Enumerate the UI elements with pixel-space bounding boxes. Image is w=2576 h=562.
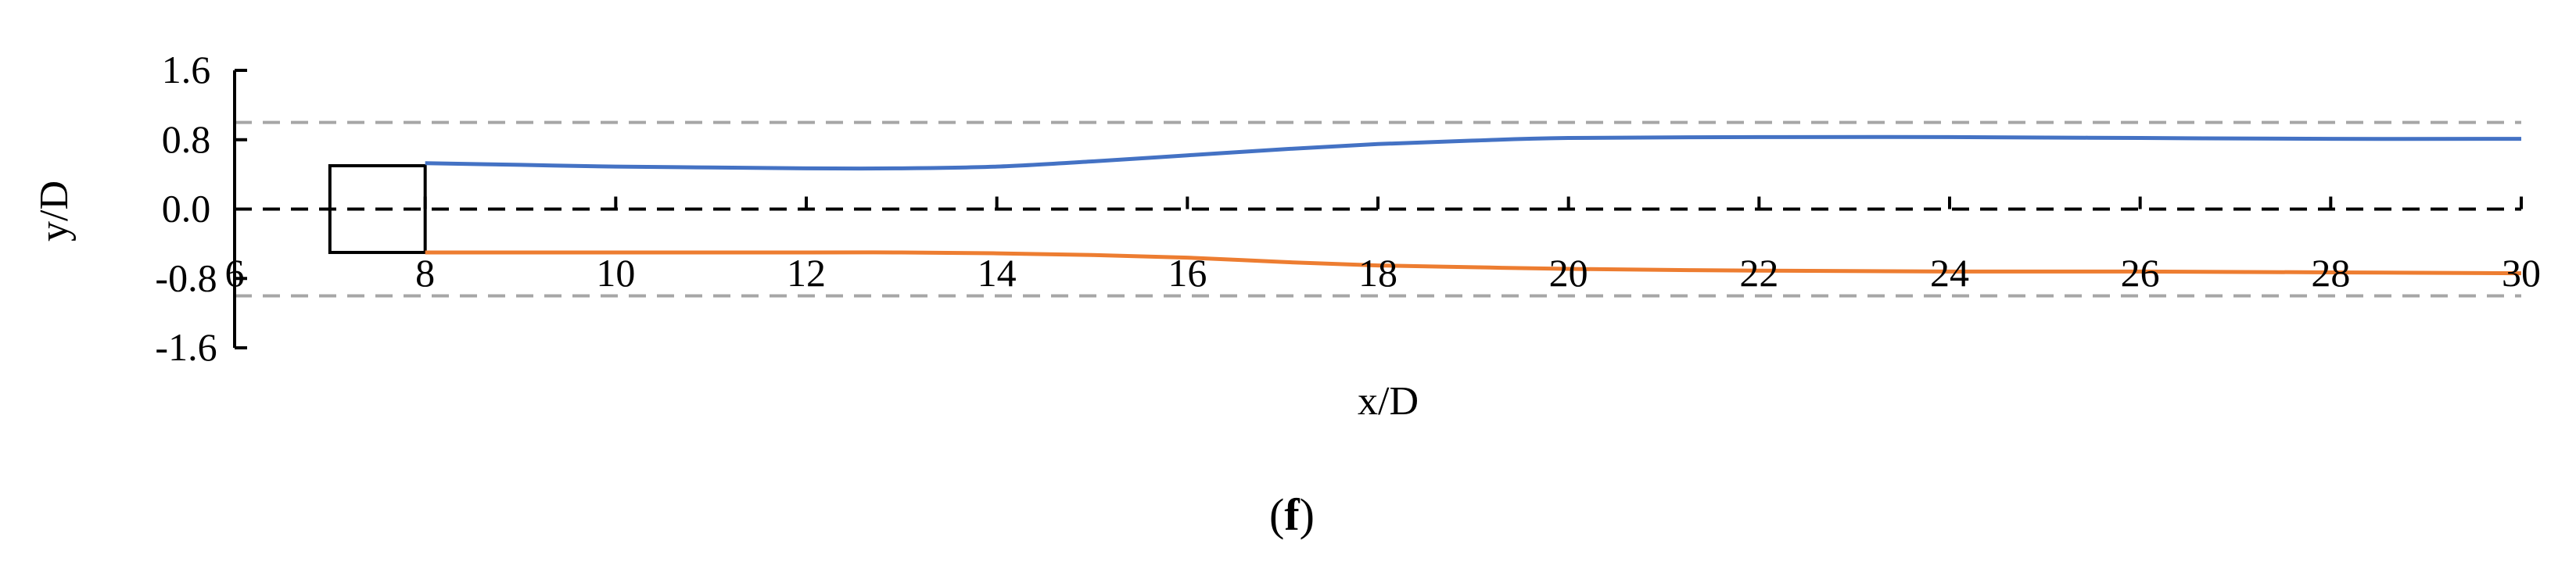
caption-letter: f bbox=[1284, 489, 1300, 540]
figure-caption: (f) bbox=[1269, 489, 1315, 540]
y-tick-label: -0.8 bbox=[155, 256, 217, 299]
x-tick-label: 22 bbox=[1739, 251, 1778, 295]
x-tick-label: 14 bbox=[978, 251, 1017, 295]
x-tick-label: 20 bbox=[1549, 251, 1588, 295]
series-line-1 bbox=[425, 134, 2522, 171]
obstacle-layer bbox=[328, 164, 427, 254]
x-tick-label: 24 bbox=[1930, 251, 1969, 295]
series-line-2 bbox=[425, 250, 2522, 276]
x-tick-label: 16 bbox=[1168, 251, 1207, 295]
tick-labels: 1.6 0.8 0.0 -0.8 -1.66 8 10 12 14 16 18 20 22 24 26 28 3… bbox=[155, 48, 2541, 369]
y-axis bbox=[233, 69, 247, 349]
x-tick-label: 30 bbox=[2502, 251, 2541, 295]
x-tick-label: 26 bbox=[2121, 251, 2160, 295]
x-tick-label: 8 bbox=[415, 251, 435, 295]
x-tick-label: 28 bbox=[2311, 251, 2350, 295]
x-tick-label: 6 bbox=[225, 251, 245, 295]
y-tick-label: 0.8 bbox=[162, 117, 211, 161]
y-axis-title: y/D bbox=[32, 181, 77, 242]
obstacle-square bbox=[328, 164, 427, 254]
x-axis-ticks bbox=[233, 196, 2523, 209]
caption-open-paren: ( bbox=[1269, 489, 1284, 540]
x-axis-title: x/D bbox=[1358, 379, 1419, 424]
y-tick-label: 1.6 bbox=[162, 48, 211, 91]
series-layer bbox=[425, 134, 2522, 276]
x-tick-label: 12 bbox=[787, 251, 826, 295]
y-tick-label: -1.6 bbox=[155, 325, 217, 369]
caption-close-paren: ) bbox=[1300, 489, 1315, 540]
x-tick-label: 10 bbox=[596, 251, 635, 295]
x-tick-label: 18 bbox=[1358, 251, 1397, 295]
y-tick-label: 0.0 bbox=[162, 187, 211, 231]
